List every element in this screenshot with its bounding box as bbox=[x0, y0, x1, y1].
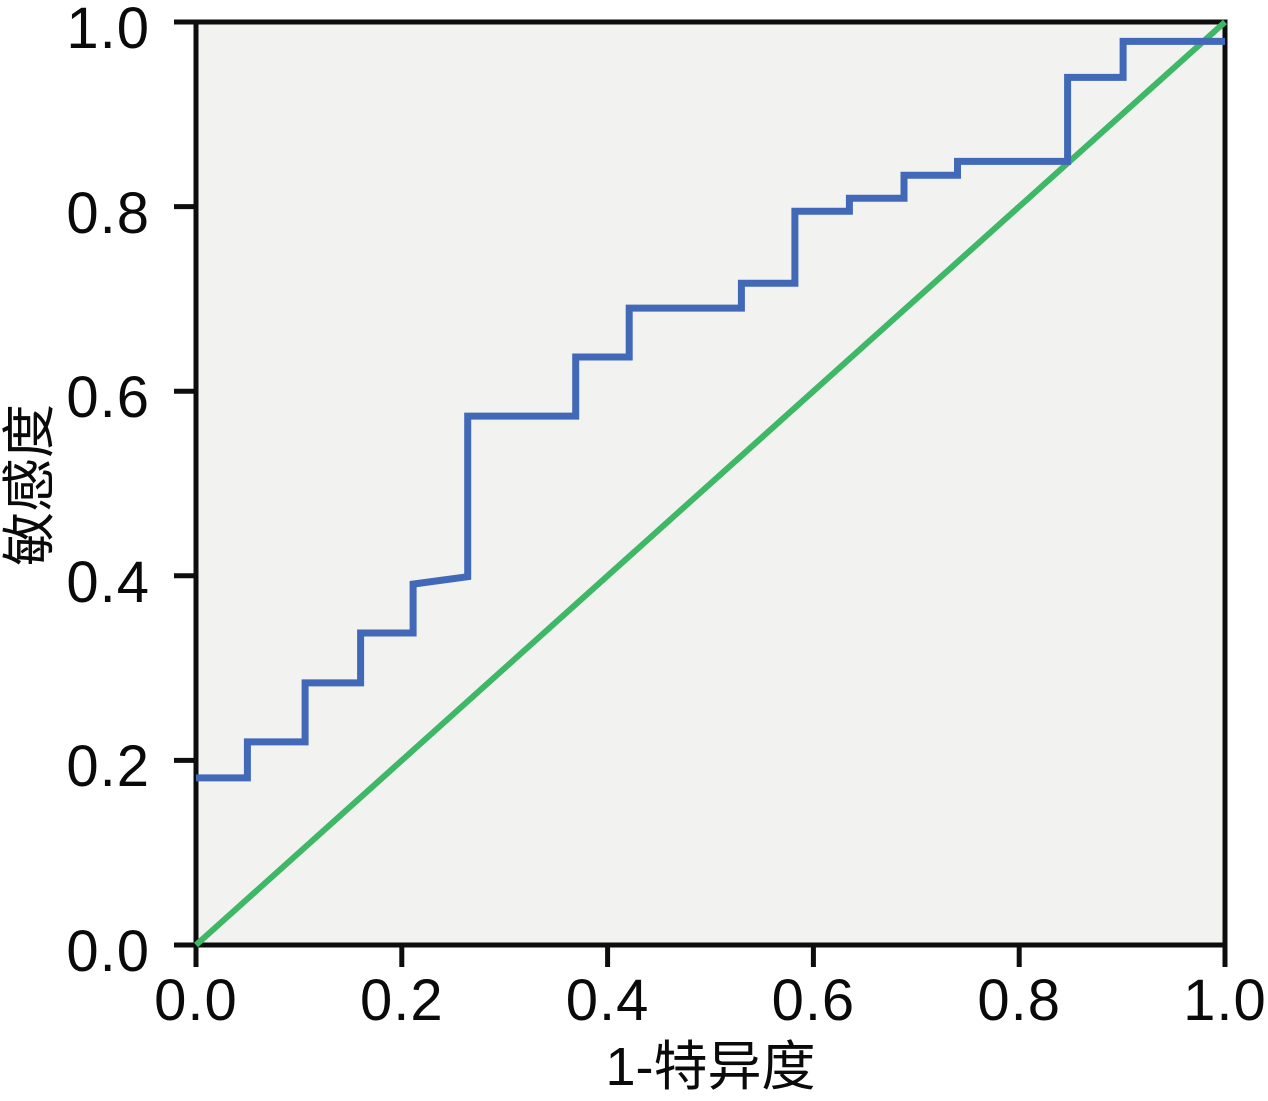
roc-curve-line bbox=[196, 37, 1225, 782]
x-tick-label: 0.2 bbox=[359, 968, 444, 1033]
y-tick-label: 0.2 bbox=[66, 734, 150, 800]
x-tick-label: 0.0 bbox=[154, 968, 238, 1033]
x-tick-label: 0.6 bbox=[771, 968, 856, 1033]
y-tick-label: 0.0 bbox=[66, 919, 150, 984]
x-tick-label: 0.8 bbox=[977, 968, 1061, 1033]
x-tick-label: 1.0 bbox=[1183, 968, 1267, 1033]
y-tick-label: 1.0 bbox=[66, 0, 150, 61]
y-axis-title: 敏感度 bbox=[0, 404, 60, 566]
reference-diagonal-line bbox=[193, 19, 1228, 948]
y-tick-label: 0.6 bbox=[66, 365, 150, 431]
x-tick-label: 0.4 bbox=[565, 968, 650, 1033]
x-axis-title: 1-特异度 bbox=[605, 1037, 816, 1097]
y-tick-label: 0.4 bbox=[66, 549, 150, 615]
y-tick-label: 0.8 bbox=[66, 180, 150, 246]
